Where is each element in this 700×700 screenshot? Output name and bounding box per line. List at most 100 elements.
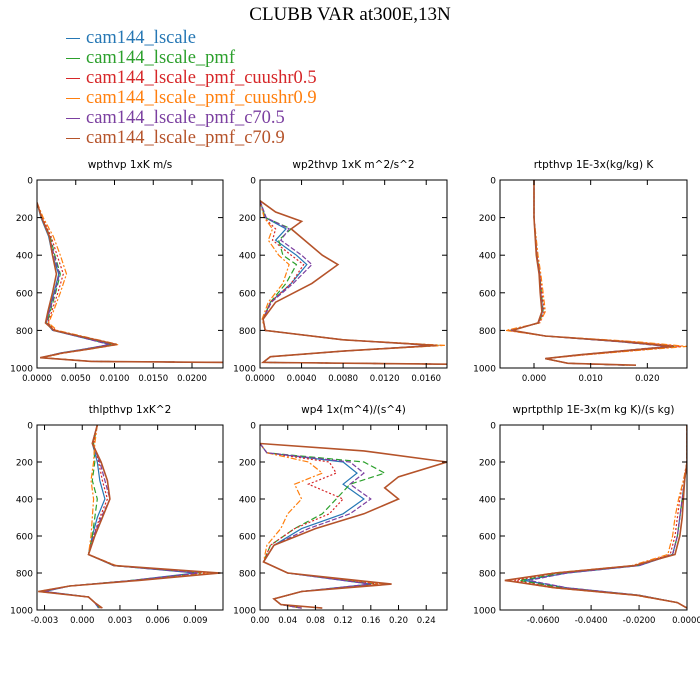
series-line — [514, 425, 687, 609]
series-line — [37, 202, 223, 363]
legend-line-swatch — [66, 58, 80, 60]
x-tick-label: 0.010 — [578, 374, 602, 384]
y-tick-label: 800 — [479, 327, 496, 337]
chart-panel: rtpthvp 1E-3x(kg/kg) K 0 200 400 600 800 1000 0… — [473, 159, 688, 384]
chart-panel: wp2thvp 1xK m^2/s^2020040060080010000.00… — [233, 159, 448, 384]
series-line — [44, 425, 198, 609]
y-tick-label: 200 — [239, 214, 256, 224]
chart-panel: wprtpthlp 1E-3x(m kg K)/(s kg) 0 200 400 600… — [473, 404, 700, 626]
series-line — [510, 180, 676, 366]
y-tick-label: 800 — [239, 570, 256, 580]
plot-frame — [36, 179, 224, 369]
y-tick-label: 0 — [27, 422, 33, 432]
series-line — [260, 443, 378, 609]
series-line — [511, 180, 671, 366]
series-line — [37, 202, 223, 363]
series-line — [260, 443, 385, 609]
x-tick-label: 0.0080 — [328, 374, 358, 384]
x-tick-label: 0.006 — [145, 616, 169, 626]
series-line — [37, 202, 223, 363]
x-tick-label: 0.04 — [278, 616, 297, 626]
x-tick-label: 0.003 — [108, 616, 132, 626]
series-line — [512, 180, 673, 366]
panel-title: wpthvp 1xK m/s — [88, 159, 173, 171]
legend-item: cam144_lscale_pmf — [66, 48, 317, 68]
y-tick-label: 400 — [16, 496, 33, 506]
x-tick-label: 0.16 — [361, 616, 380, 626]
plot-frame — [499, 179, 688, 369]
x-tick-label: 0.000 — [70, 616, 94, 626]
x-tick-label: 0.0100 — [100, 374, 130, 384]
y-tick-label: 400 — [479, 252, 496, 262]
x-tick-label: -0.003 — [31, 616, 58, 626]
series-line — [260, 442, 447, 609]
y-tick-label: 800 — [239, 327, 256, 337]
y-tick-label: 400 — [239, 496, 256, 506]
legend-label: cam144_lscale_pmf — [86, 48, 235, 68]
series-line — [37, 202, 223, 364]
y-tick-label: 1000 — [473, 365, 496, 375]
series-line — [37, 202, 223, 363]
panel-title: wp2thvp 1xK m^2/s^2 — [292, 159, 414, 171]
y-tick-label: 200 — [479, 214, 496, 224]
chart-panel: thlpthvp 1xK^2 0 200 400 600 800 1000-0.003 0.0… — [10, 404, 224, 626]
series-line — [44, 425, 196, 609]
legend-line-swatch — [66, 138, 80, 140]
legend-label: cam144_lscale — [86, 28, 196, 48]
series-group — [260, 200, 447, 365]
legend-line-swatch — [66, 78, 80, 80]
series-line — [528, 425, 687, 609]
y-tick-label: 800 — [16, 327, 33, 337]
y-tick-label: 1000 — [10, 607, 33, 617]
x-tick-label: 0.0150 — [138, 374, 168, 384]
y-tick-label: 600 — [16, 533, 33, 543]
y-tick-label: 600 — [16, 289, 33, 299]
panel-title: thlpthvp 1xK^2 — [89, 404, 172, 416]
y-tick-label: 400 — [239, 252, 256, 262]
y-tick-label: 0 — [250, 177, 256, 187]
y-tick-label: 200 — [239, 459, 256, 469]
plot-frame — [259, 179, 448, 369]
x-tick-label: -0.0600 — [527, 616, 560, 626]
x-tick-label: 0.0000 — [672, 616, 700, 626]
series-line — [523, 425, 687, 609]
series-line — [260, 200, 447, 365]
y-tick-label: 0 — [490, 422, 496, 432]
series-line — [505, 180, 687, 366]
x-tick-label: 0.20 — [389, 616, 408, 626]
x-tick-label: 0.0000 — [22, 374, 52, 384]
legend-item: cam144_lscale_pmf_cuushr0.5 — [66, 68, 317, 88]
y-tick-label: 400 — [479, 496, 496, 506]
y-tick-label: 600 — [479, 533, 496, 543]
y-tick-label: 800 — [16, 570, 33, 580]
series-group — [38, 425, 221, 609]
y-tick-label: 400 — [16, 252, 33, 262]
legend: cam144_lscale cam144_lscale_pmf cam144_l… — [66, 28, 317, 148]
legend-item: cam144_lscale_pmf_c70.9 — [66, 128, 317, 148]
y-tick-label: 200 — [479, 459, 496, 469]
panel-title: rtpthvp 1E-3x(kg/kg) K — [534, 159, 655, 171]
x-tick-label: 0.0160 — [411, 374, 441, 384]
y-tick-label: 200 — [16, 214, 33, 224]
x-tick-label: 0.0120 — [370, 374, 400, 384]
y-tick-label: 600 — [479, 289, 496, 299]
series-line — [38, 425, 221, 609]
x-tick-label: 0.0040 — [287, 374, 317, 384]
x-tick-label: 0.0000 — [245, 374, 275, 384]
y-tick-label: 800 — [479, 570, 496, 580]
x-tick-label: 0.020 — [635, 374, 659, 384]
y-tick-label: 1000 — [233, 365, 256, 375]
x-tick-label: 0.24 — [417, 616, 436, 626]
x-tick-label: 0.00 — [251, 616, 270, 626]
x-tick-label: 0.009 — [183, 616, 207, 626]
figure-title: CLUBB VAR at300E,13N — [249, 4, 451, 25]
panel-title: wprtpthlp 1E-3x(m kg K)/(s kg) — [512, 404, 674, 416]
y-tick-label: 600 — [239, 289, 256, 299]
series-line — [37, 202, 223, 363]
x-tick-label: 0.000 — [522, 374, 546, 384]
legend-item: cam144_lscale_pmf_cuushr0.9 — [66, 88, 317, 108]
plot-frame — [36, 424, 224, 611]
